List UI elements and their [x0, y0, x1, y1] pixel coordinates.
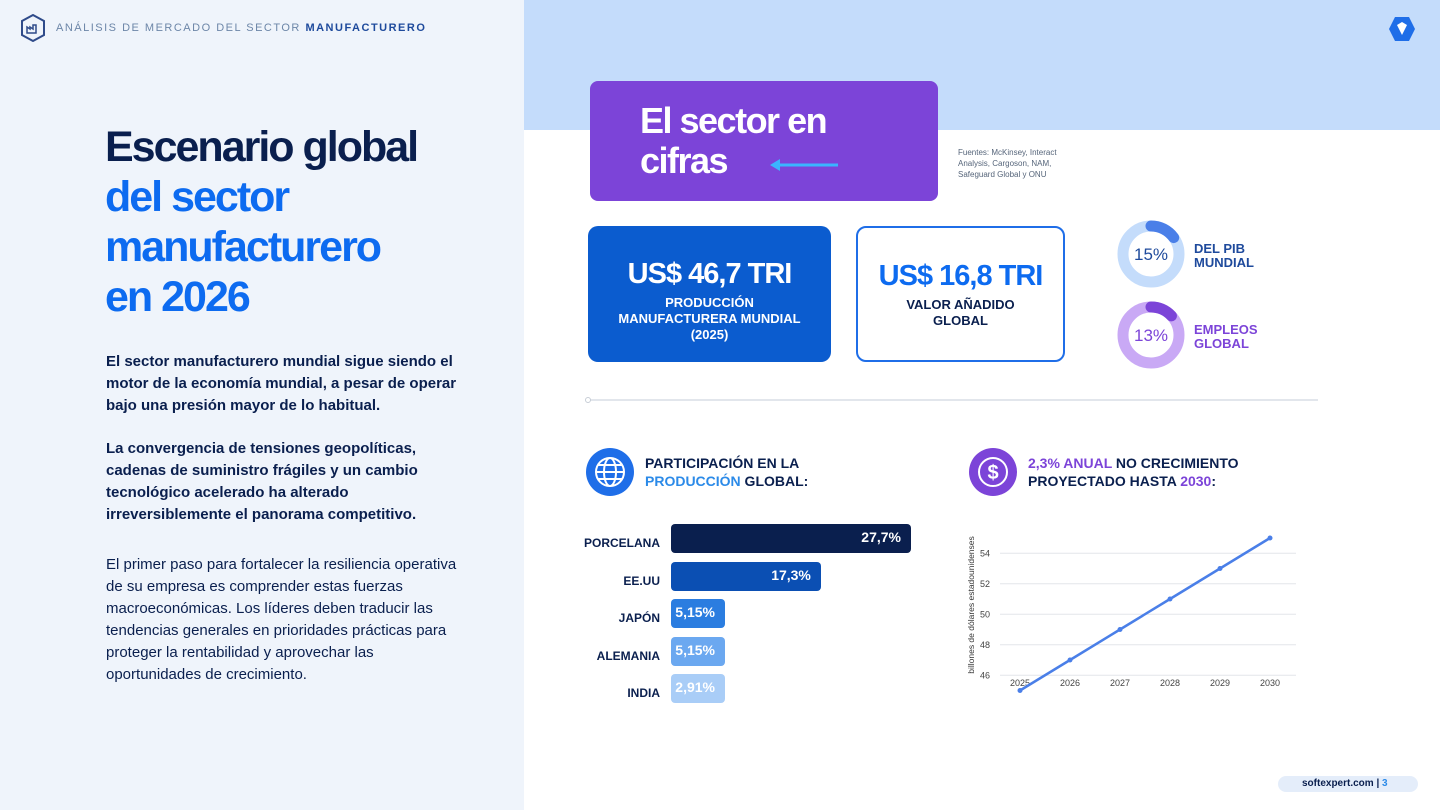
- donut-label: EMPLEOS GLOBAL: [1194, 322, 1258, 351]
- bar-value: 27,7%: [861, 529, 901, 545]
- bar-label: INDIA: [627, 686, 660, 700]
- share-heading: PARTICIPACIÓN EN LA PRODUCCIÓN GLOBAL:: [645, 455, 809, 489]
- growth-heading: 2,3% ANUAL NO CRECIMIENTO PROYECTADO HAST…: [1028, 455, 1239, 489]
- bar-label: PORCELANA: [583, 536, 660, 550]
- bar: 5,15%: [671, 636, 725, 666]
- softexpert-logo-icon: [1389, 17, 1415, 41]
- dollar-coin-icon: $: [969, 448, 1017, 496]
- bar: 5,15%: [671, 599, 725, 628]
- bar-label: JAPÓN: [618, 611, 660, 625]
- x-tick-label: 2027: [1110, 678, 1130, 688]
- bar-value: 2,91%: [675, 679, 715, 695]
- x-tick-label: 2026: [1060, 678, 1080, 688]
- donut-value: 13%: [1134, 326, 1168, 345]
- factory-hexagon-icon: [21, 14, 45, 42]
- arrow-left-icon: [770, 159, 838, 171]
- section-heading-box: El sector en cifras: [590, 81, 938, 201]
- bar-label: ALEMANIA: [596, 648, 660, 663]
- y-axis-label: billones de dólares estadounidenses: [966, 536, 976, 674]
- page-title: Escenario global del sector manufacturero e…: [105, 123, 419, 321]
- page-number: 3: [1382, 778, 1388, 789]
- y-tick-label: 50: [980, 609, 990, 619]
- y-tick-label: 48: [980, 640, 990, 650]
- bar-value: 17,3%: [771, 566, 811, 583]
- svg-text:$: $: [987, 462, 998, 484]
- donut-value: 15%: [1134, 245, 1168, 264]
- y-tick-label: 46: [980, 670, 990, 680]
- data-point: [1117, 627, 1123, 632]
- divider: [588, 399, 1318, 401]
- intro-paragraph: El sector manufacturero mundial sigue si…: [106, 353, 457, 414]
- stat-card-value-added: US$ 16,8 TRI VALOR AÑADIDO GLOBAL: [856, 226, 1065, 362]
- data-point: [1067, 657, 1073, 663]
- globe-icon: [586, 448, 634, 496]
- growth-line-chart: 46 48 50 52 54 2025 2026 2027 2028 2029 2030 billon…: [966, 535, 1296, 693]
- y-tick-label: 52: [980, 579, 990, 589]
- data-point: [1267, 535, 1273, 541]
- left-panel: [0, 0, 524, 810]
- x-tick-label: 2030: [1260, 678, 1280, 688]
- bar: 17,3%: [671, 561, 821, 591]
- footer: softexpert.com | 3: [1278, 776, 1418, 792]
- donut-chart: 13%: [1117, 301, 1185, 369]
- bar: 2,91%: [671, 674, 725, 703]
- x-tick-label: 2025: [1010, 678, 1030, 688]
- header: ANÁLISIS DE MERCADO DEL SECTOR MANUFACTU…: [20, 14, 426, 42]
- bar: 27,7%: [671, 524, 911, 553]
- y-tick-label: 54: [980, 548, 990, 558]
- bar-label: EE.UU: [623, 573, 660, 588]
- data-point: [1167, 596, 1173, 602]
- divider-dot: [585, 397, 591, 403]
- donut-segment: [1117, 220, 1185, 288]
- header-title-bold: MANUFACTURERO: [305, 22, 427, 34]
- body-paragraph: El primer paso para fortalecer la resili…: [106, 556, 457, 683]
- series-line: [1019, 536, 1271, 692]
- data-point: [1017, 688, 1023, 693]
- donut-label: DEL PIB MUNDIAL: [1194, 241, 1254, 270]
- bar-value: 5,15%: [675, 604, 715, 620]
- x-tick-label: 2028: [1160, 678, 1180, 688]
- header-title: ANÁLISIS DE MERCADO DEL SECTOR: [56, 22, 301, 34]
- donut-chart: 15%: [1117, 220, 1185, 288]
- sources-note: Fuentes: McKinsey, Interact Analysis, Ca…: [958, 148, 1057, 179]
- bar-value: 5,15%: [675, 641, 715, 658]
- donut-segment: [1117, 301, 1185, 369]
- footer-site: softexpert.com: [1302, 778, 1374, 789]
- data-point: [1217, 566, 1223, 571]
- x-tick-label: 2029: [1210, 678, 1230, 688]
- context-paragraph: La convergencia de tensiones geopolítica…: [106, 440, 418, 523]
- stat-card-production: US$ 46,7 TRI PRODUCCIÓN MANUFACTURERA MUN…: [588, 226, 831, 362]
